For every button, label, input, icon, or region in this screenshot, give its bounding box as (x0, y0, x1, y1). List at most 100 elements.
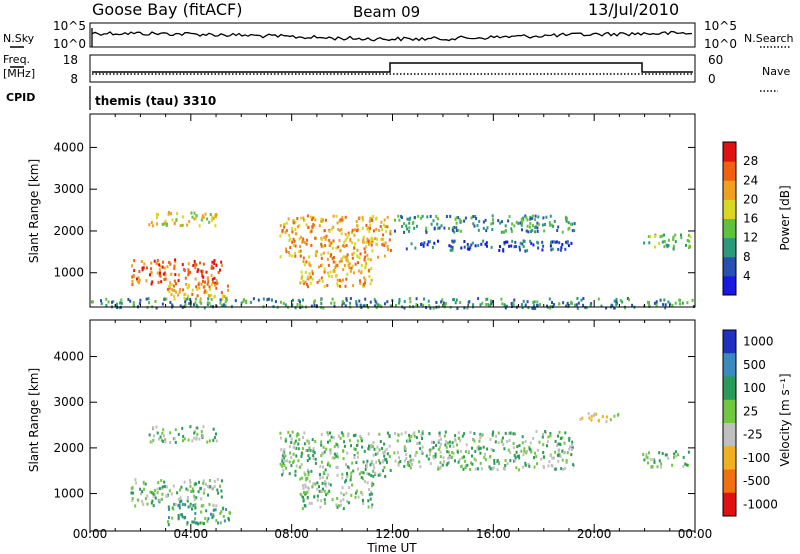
heatmap-cell (508, 244, 511, 248)
heatmap-cell (339, 436, 342, 440)
freq-panel: Freq. [MHz] 18 8 60 0 Nave (3, 53, 790, 92)
heatmap-cell (324, 468, 327, 472)
heatmap-cell (340, 228, 343, 232)
heatmap-cell (153, 493, 156, 497)
heatmap-cell (297, 442, 300, 446)
heatmap-cell (306, 277, 309, 281)
heatmap-cell (439, 465, 442, 469)
heatmap-cell (322, 465, 324, 469)
heatmap-cell (661, 452, 664, 455)
heatmap-cell (202, 262, 205, 266)
heatmap-cell (414, 246, 417, 250)
heatmap-cell (365, 462, 368, 466)
heatmap-cell (521, 228, 523, 232)
heatmap-cell (309, 230, 312, 234)
heatmap-cell (323, 285, 326, 288)
heatmap-cell (340, 503, 342, 507)
heatmap-cell (367, 240, 370, 244)
heatmap-cell (367, 499, 370, 503)
heatmap-cell (203, 488, 206, 492)
heatmap-cell (324, 480, 327, 484)
heatmap-cell (483, 456, 486, 460)
heatmap-cell (314, 236, 317, 240)
heatmap-cell (302, 256, 305, 260)
heatmap-cell (337, 504, 340, 508)
heatmap-cell (194, 297, 197, 301)
heatmap-cell (129, 299, 132, 303)
beam-title: Beam 09 (353, 3, 420, 21)
x-tick-label: 00:00 (73, 527, 108, 541)
heatmap-cell (345, 297, 348, 301)
heatmap-cell (252, 297, 255, 301)
heatmap-cell (472, 303, 475, 307)
heatmap-cell (533, 307, 536, 310)
heatmap-cell (323, 235, 326, 239)
heatmap-cell (344, 255, 347, 259)
heatmap-cell (345, 244, 348, 247)
heatmap-cell (493, 461, 496, 465)
heatmap-cell (184, 300, 187, 304)
heatmap-cell (323, 270, 326, 274)
heatmap-cell (460, 464, 463, 468)
heatmap-cell (210, 273, 213, 277)
heatmap-cell (526, 300, 529, 304)
heatmap-cell (327, 473, 330, 477)
heatmap-cell (367, 242, 370, 246)
heatmap-cell (290, 456, 293, 460)
colorbar-swatch (723, 353, 736, 377)
heatmap-cell (299, 477, 302, 481)
heatmap-cell (437, 467, 440, 471)
heatmap-cell (432, 219, 435, 223)
heatmap-cell (221, 479, 223, 483)
heatmap-cell (525, 216, 528, 220)
heatmap-cell (474, 467, 477, 471)
heatmap-cell (585, 306, 588, 310)
heatmap-cell (187, 438, 190, 442)
heatmap-cell (204, 280, 206, 284)
heatmap-cell (307, 226, 310, 229)
heatmap-cell (209, 304, 212, 308)
heatmap-cell (385, 447, 388, 451)
heatmap-cell (551, 301, 553, 304)
heatmap-cell (136, 279, 139, 283)
heatmap-cell (519, 241, 522, 245)
heatmap-cell (306, 468, 309, 472)
heatmap-cell (370, 243, 373, 247)
heatmap-cell (308, 261, 311, 265)
heatmap-cell (397, 463, 400, 467)
heatmap-cell (328, 439, 331, 443)
heatmap-cell (435, 443, 438, 447)
heatmap-cell (188, 283, 191, 287)
heatmap-cell (544, 223, 546, 226)
heatmap-cell (688, 239, 691, 243)
heatmap-cell (152, 492, 155, 496)
heatmap-cell (522, 465, 525, 469)
heatmap-cell (547, 464, 550, 468)
heatmap-cell (177, 432, 180, 436)
heatmap-cell (513, 298, 516, 302)
heatmap-cell (389, 229, 392, 233)
heatmap-cell (290, 441, 293, 444)
heatmap-cell (588, 416, 591, 420)
heatmap-cell (646, 456, 649, 460)
heatmap-cell (210, 282, 213, 286)
heatmap-cell (303, 218, 306, 222)
heatmap-cell (172, 284, 175, 288)
heatmap-cell (212, 503, 215, 507)
heatmap-cell (349, 478, 352, 482)
heatmap-cell (213, 479, 216, 483)
heatmap-cell (203, 290, 206, 294)
heatmap-cell (651, 465, 654, 469)
heatmap-cell (164, 438, 167, 442)
heatmap-cell (344, 215, 347, 219)
heatmap-cell (557, 442, 560, 446)
heatmap-cell (532, 301, 535, 304)
heatmap-cell (159, 498, 161, 502)
heatmap-cell (394, 218, 396, 222)
heatmap-cell (377, 473, 380, 477)
heatmap-cell (468, 247, 471, 251)
heatmap-cell (323, 450, 326, 454)
heatmap-cell (536, 300, 539, 304)
heatmap-cell (428, 432, 431, 435)
